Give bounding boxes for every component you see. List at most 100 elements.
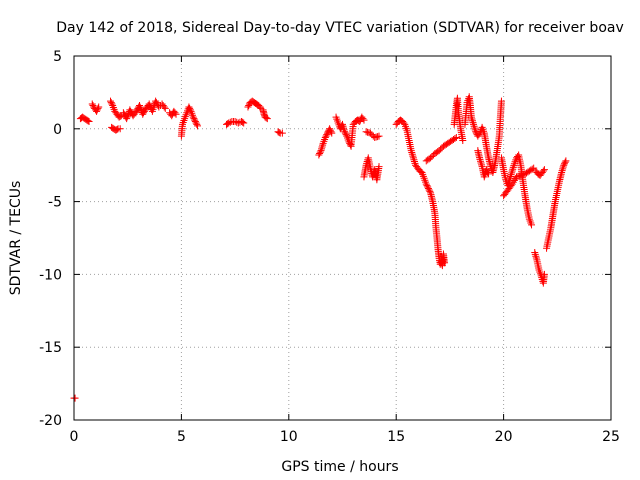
- data-point: [528, 221, 536, 229]
- data-point: [93, 106, 101, 114]
- data-point: [526, 217, 534, 225]
- chart-title: Day 142 of 2018, Sidereal Day-to-day VTE…: [56, 20, 624, 36]
- data-point: [459, 136, 467, 144]
- data-point: [186, 104, 194, 112]
- data-point: [89, 102, 97, 110]
- data-point: [124, 111, 132, 119]
- data-point: [341, 128, 349, 136]
- data-point: [471, 124, 479, 132]
- data-point: [424, 184, 432, 192]
- data-point: [425, 186, 433, 194]
- data-point: [423, 182, 431, 190]
- data-point: [359, 115, 367, 123]
- data-point: [468, 117, 476, 125]
- data-point: [88, 100, 96, 108]
- data-point: [560, 161, 568, 169]
- data-point: [480, 173, 488, 181]
- data-point: [510, 162, 518, 170]
- x-tick-label: 20: [495, 429, 513, 445]
- data-point: [411, 159, 419, 167]
- data-point: [531, 249, 539, 257]
- data-point: [146, 102, 154, 110]
- data-point: [185, 103, 193, 111]
- data-point: [558, 168, 566, 176]
- data-point: [132, 107, 140, 115]
- plot-frame: [73, 55, 612, 421]
- data-point: [507, 172, 515, 180]
- data-point: [321, 134, 329, 142]
- data-point: [278, 129, 286, 137]
- data-point: [497, 97, 505, 105]
- data-point: [559, 163, 567, 171]
- data-point: [226, 118, 234, 126]
- data-point: [531, 250, 539, 258]
- data-point: [360, 116, 368, 124]
- data-point: [168, 112, 176, 120]
- data-point: [441, 259, 449, 267]
- data-point: [160, 103, 168, 111]
- data-point: [424, 183, 432, 191]
- data-point: [339, 122, 347, 130]
- data-point: [410, 156, 418, 164]
- data-point: [470, 122, 478, 130]
- data-point: [469, 119, 477, 127]
- data-point: [140, 109, 148, 117]
- data-point: [509, 163, 517, 171]
- data-point: [191, 118, 199, 126]
- data-point: [437, 145, 445, 153]
- data-point: [409, 154, 417, 162]
- data-point: [93, 107, 101, 115]
- data-point: [161, 104, 169, 112]
- data-point: [113, 126, 121, 134]
- data-point: [152, 99, 160, 107]
- data-point: [400, 119, 408, 127]
- data-point: [327, 128, 335, 136]
- data-point: [368, 131, 376, 139]
- data-point: [316, 150, 324, 158]
- data-point: [123, 113, 131, 121]
- data-point: [356, 118, 364, 126]
- y-axis-title: SDTVAR / TECUs: [8, 181, 24, 296]
- data-point: [507, 171, 515, 179]
- data-point: [116, 112, 124, 120]
- data-point: [508, 167, 516, 175]
- y-tick-label: -20: [39, 413, 62, 429]
- data-point: [317, 147, 325, 155]
- x-tick-label: 5: [177, 429, 186, 445]
- data-point: [107, 99, 115, 107]
- data-point: [71, 394, 79, 402]
- data-point: [366, 129, 374, 137]
- y-tick-label: 5: [53, 49, 62, 65]
- data-point: [340, 124, 348, 132]
- data-point: [375, 132, 383, 140]
- data-point: [408, 150, 416, 158]
- data-point: [94, 104, 102, 112]
- grid-lines: [74, 56, 611, 420]
- data-point: [245, 102, 253, 110]
- data-point: [509, 165, 517, 173]
- data-point: [85, 118, 93, 126]
- data-point: [477, 159, 485, 167]
- data-point: [532, 254, 540, 262]
- data-point: [510, 176, 518, 184]
- data-point: [172, 110, 180, 118]
- data-point: [532, 252, 540, 260]
- data-point: [540, 166, 548, 174]
- data-point: [239, 118, 247, 126]
- data-point: [191, 116, 199, 124]
- data-point: [508, 180, 516, 188]
- data-point: [322, 132, 330, 140]
- data-point: [136, 102, 144, 110]
- data-points: [70, 93, 570, 402]
- data-point: [369, 173, 377, 181]
- data-point: [427, 154, 435, 162]
- data-point: [260, 110, 268, 118]
- data-point: [346, 141, 354, 149]
- data-point: [559, 165, 567, 173]
- data-point: [116, 125, 124, 133]
- data-point: [478, 161, 486, 169]
- data-point: [84, 117, 92, 125]
- data-point: [244, 103, 252, 111]
- data-point: [326, 126, 334, 134]
